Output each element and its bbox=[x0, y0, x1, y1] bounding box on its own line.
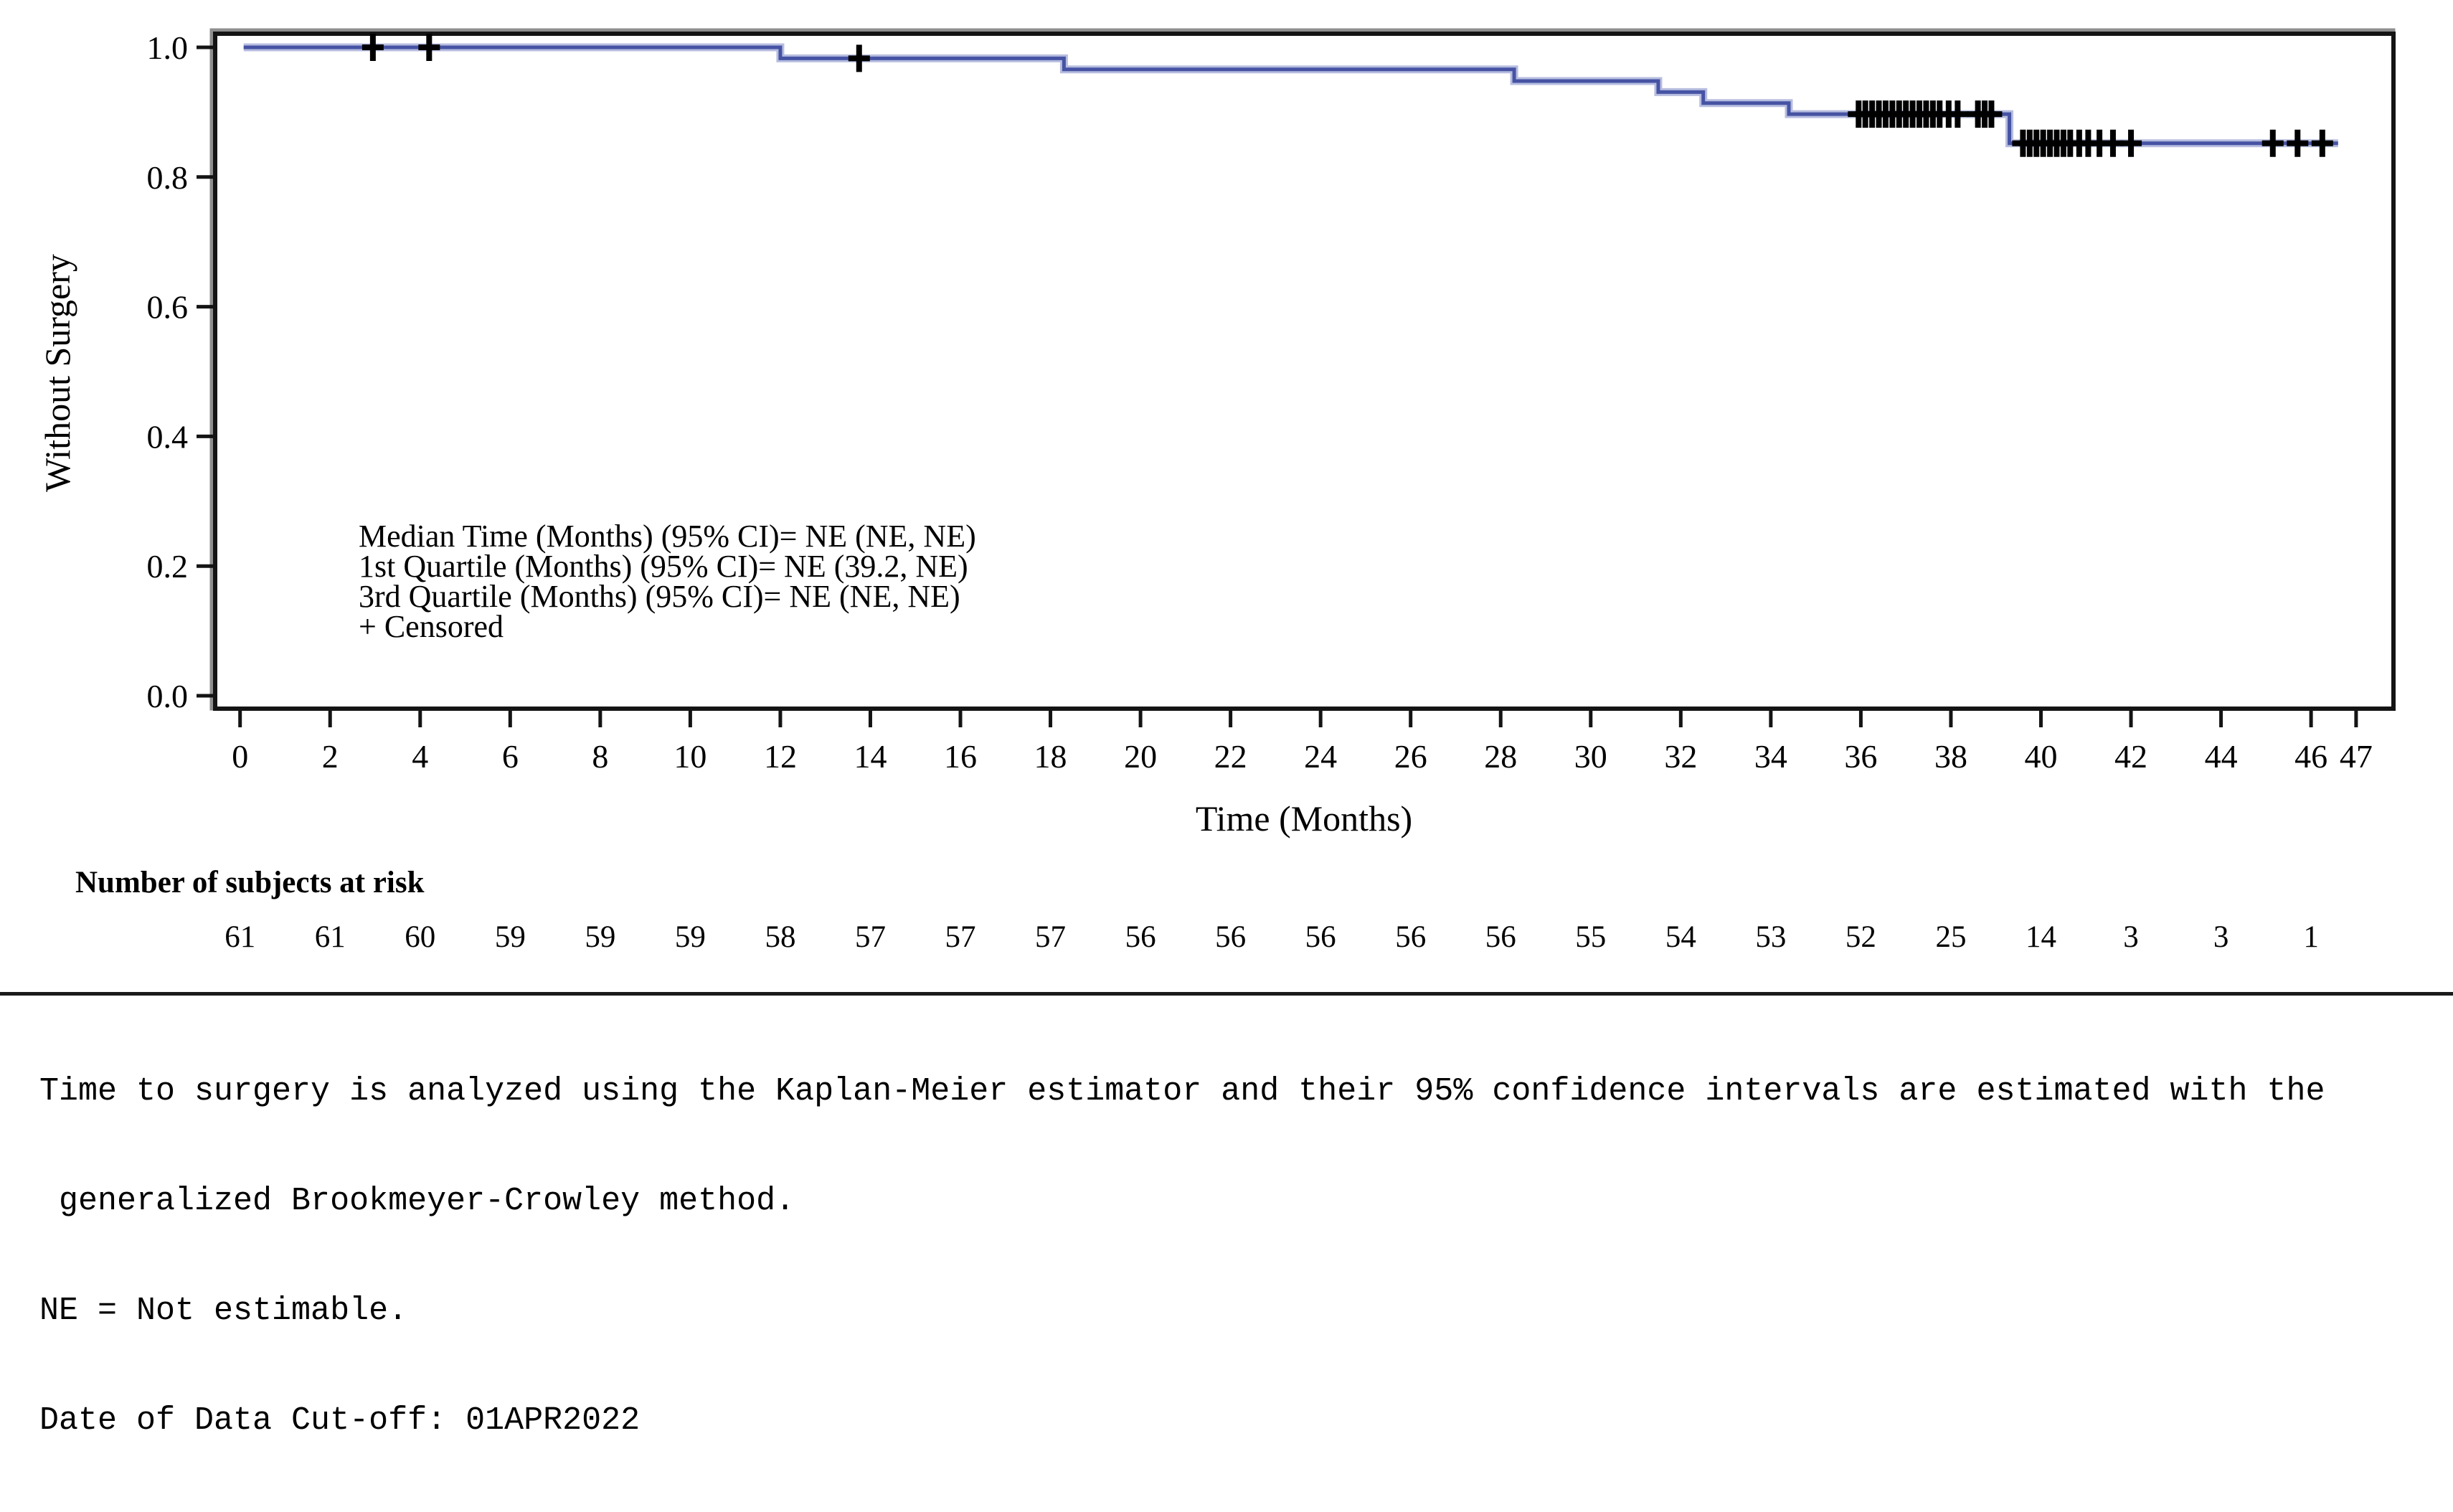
x-axis-ticks: 0 2 4 6 8 10 12 14 16 18 20 22 24 26 28 30 32 34 36 38 40 42 4… bbox=[232, 711, 2373, 775]
at-risk-count: 3 bbox=[2213, 920, 2229, 954]
x-tick-label: 46 bbox=[2294, 738, 2327, 775]
footnote-method-line1: Time to surgery is analyzed using the Ka… bbox=[39, 1073, 2325, 1110]
y-axis-ticks: 0.0 0.2 0.4 0.6 0.8 1.0 bbox=[147, 29, 213, 714]
at-risk-count: 3 bbox=[2123, 920, 2139, 954]
x-tick-label: 6 bbox=[502, 738, 519, 775]
at-risk-count: 1 bbox=[2303, 920, 2319, 954]
x-tick-label: 36 bbox=[1844, 738, 1877, 775]
at-risk-count: 56 bbox=[1305, 920, 1336, 954]
x-tick-label: 30 bbox=[1574, 738, 1607, 775]
at-risk-count: 59 bbox=[585, 920, 615, 954]
x-tick-label: 12 bbox=[764, 738, 797, 775]
x-tick-label: 44 bbox=[2205, 738, 2238, 775]
at-risk-count: 59 bbox=[495, 920, 526, 954]
x-tick-label: 18 bbox=[1034, 738, 1067, 775]
at-risk-count: 53 bbox=[1755, 920, 1786, 954]
x-tick-label: 22 bbox=[1214, 738, 1247, 775]
at-risk-count: 57 bbox=[855, 920, 886, 954]
footnote-data-cutoff: Date of Data Cut-off: 01APR2022 bbox=[39, 1402, 641, 1439]
footnote-divider bbox=[0, 992, 2453, 996]
survival-curve bbox=[243, 45, 2338, 146]
first-quartile-annotation: 1st Quartile (Months) (95% CI)= NE (39.2… bbox=[359, 549, 968, 584]
at-risk-count: 56 bbox=[1485, 920, 1516, 954]
third-quartile-annotation: 3rd Quartile (Months) (95% CI)= NE (NE, … bbox=[359, 579, 960, 614]
x-tick-label: 4 bbox=[412, 738, 428, 775]
at-risk-count: 60 bbox=[405, 920, 435, 954]
x-tick-label: 2 bbox=[322, 738, 339, 775]
y-tick-label: 0.8 bbox=[147, 159, 189, 196]
censored-legend: + Censored bbox=[359, 609, 504, 644]
at-risk-count: 56 bbox=[1215, 920, 1246, 954]
x-tick-label: 24 bbox=[1304, 738, 1337, 775]
median-time-annotation: Median Time (Months) (95% CI)= NE (NE, N… bbox=[359, 519, 976, 554]
at-risk-count: 55 bbox=[1575, 920, 1606, 954]
at-risk-count: 57 bbox=[1035, 920, 1066, 954]
x-tick-label: 38 bbox=[1934, 738, 1967, 775]
x-tick-label: 28 bbox=[1484, 738, 1517, 775]
y-tick-label: 1.0 bbox=[147, 29, 189, 66]
at-risk-row: 61 61 60 59 59 59 58 57 57 57 56 56 56 56 56 55 54 53 52 25… bbox=[224, 920, 2319, 954]
x-tick-label: 20 bbox=[1124, 738, 1157, 775]
at-risk-count: 56 bbox=[1395, 920, 1426, 954]
x-tick-label: 14 bbox=[854, 738, 887, 775]
at-risk-count: 61 bbox=[224, 920, 255, 954]
x-tick-label: 8 bbox=[592, 738, 608, 775]
km-chart-canvas: 0 2 4 6 8 10 12 14 16 18 20 22 24 26 28 30 32 34 36 38 40 42 4… bbox=[147, 28, 2396, 954]
at-risk-count: 54 bbox=[1665, 920, 1696, 954]
y-tick-label: 0.4 bbox=[147, 418, 189, 455]
y-tick-label: 0.6 bbox=[147, 289, 189, 326]
at-risk-count: 25 bbox=[1935, 920, 1966, 954]
y-tick-label: 0.0 bbox=[147, 678, 189, 714]
footnote-method-line2: generalized Brookmeyer-Crowley method. bbox=[39, 1183, 795, 1219]
x-tick-label: 26 bbox=[1394, 738, 1427, 775]
at-risk-header: Number of subjects at risk bbox=[75, 866, 425, 899]
at-risk-count: 52 bbox=[1845, 920, 1876, 954]
y-tick-label: 0.2 bbox=[147, 548, 189, 585]
y-axis-title: Without Surgery bbox=[37, 254, 77, 492]
at-risk-count: 14 bbox=[2026, 920, 2056, 954]
footnotes: Time to surgery is analyzed using the Ka… bbox=[39, 1000, 2325, 1512]
plot-frame bbox=[213, 32, 2396, 711]
x-tick-label: 42 bbox=[2114, 738, 2147, 775]
at-risk-count: 56 bbox=[1125, 920, 1156, 954]
at-risk-count: 61 bbox=[315, 920, 346, 954]
x-tick-label: 32 bbox=[1664, 738, 1697, 775]
footnote-ne-definition: NE = Not estimable. bbox=[39, 1293, 408, 1329]
stats-annotation: Median Time (Months) (95% CI)= NE (NE, N… bbox=[359, 519, 976, 644]
censor-marks bbox=[361, 34, 2333, 157]
x-tick-label: 34 bbox=[1754, 738, 1787, 775]
at-risk-count: 59 bbox=[675, 920, 706, 954]
at-risk-count: 57 bbox=[945, 920, 976, 954]
x-tick-label: 40 bbox=[2025, 738, 2058, 775]
at-risk-count: 58 bbox=[765, 920, 795, 954]
x-tick-label: 0 bbox=[232, 738, 248, 775]
x-tick-label: 16 bbox=[944, 738, 977, 775]
x-tick-label: 47 bbox=[2340, 738, 2373, 775]
x-tick-label: 10 bbox=[673, 738, 706, 775]
x-axis-title: Time (Months) bbox=[1195, 798, 1413, 838]
survival-curve-halo bbox=[243, 43, 2338, 148]
